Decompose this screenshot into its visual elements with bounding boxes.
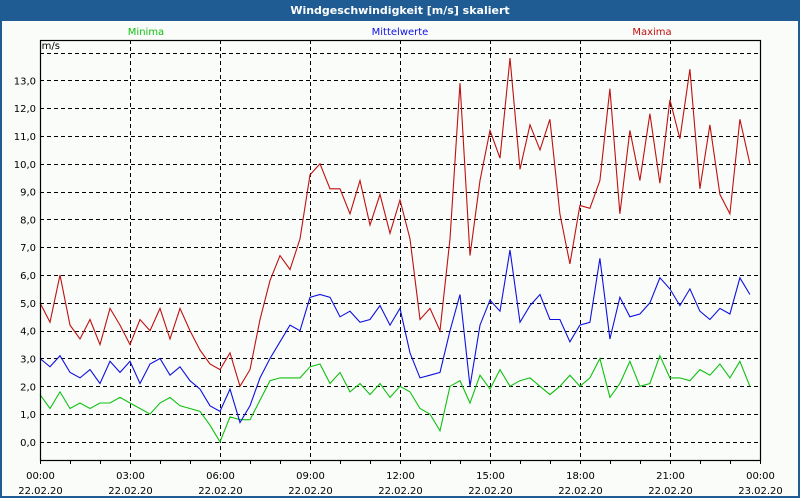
- y-tick-label: 4,0: [20, 327, 36, 338]
- x-tick-time: 00:00: [26, 471, 55, 482]
- x-tick-date: 23.02.20: [738, 486, 783, 497]
- legend: Minima Mittelwerte Maxima: [128, 27, 672, 38]
- x-tick-date: 22.02.20: [558, 486, 603, 497]
- series-lines: [39, 58, 751, 444]
- x-tick-time: 21:00: [656, 471, 685, 482]
- x-tick-time: 18:00: [566, 471, 595, 482]
- y-tick-label: 8,0: [20, 215, 36, 226]
- legend-minima: Minima: [128, 27, 164, 38]
- series-line-minima: [39, 354, 751, 444]
- y-tick-label: 13,0: [14, 76, 36, 87]
- x-tick-date: 22.02.20: [18, 486, 63, 497]
- y-tick-label: 1,0: [20, 410, 36, 421]
- x-tick-date: 22.02.20: [468, 486, 513, 497]
- y-tick-label: 7,0: [20, 243, 36, 254]
- x-tick-time: 00:00: [746, 471, 775, 482]
- y-tick-label: 3,0: [20, 354, 36, 365]
- grid: [40, 40, 760, 460]
- y-tick-label: 6,0: [20, 271, 36, 282]
- x-tick-time: 15:00: [476, 471, 505, 482]
- legend-maxima: Maxima: [632, 27, 671, 38]
- y-tick-label: 5,0: [20, 299, 36, 310]
- y-tick-label: 12,0: [14, 104, 36, 115]
- x-tick-date: 22.02.20: [198, 486, 243, 497]
- window-title: Windgeschwindigkeit [m/s] skaliert: [0, 0, 800, 21]
- y-tick-label: 10,0: [14, 160, 36, 171]
- x-tick-date: 22.02.20: [378, 486, 423, 497]
- x-tick-date: 22.02.20: [288, 486, 333, 497]
- y-tick-label: 0,0: [20, 438, 36, 449]
- x-tick-time: 06:00: [206, 471, 235, 482]
- x-tick-date: 22.02.20: [648, 486, 693, 497]
- axes: 0,0 1,0 2,0 3,0 4,0 5,0 6,0 7,0 8,0 9,0 10,0 11,0 12…: [14, 76, 783, 497]
- y-axis-label: m/s: [42, 41, 60, 52]
- series-line-mittelwerte: [39, 249, 751, 424]
- y-tick-label: 2,0: [20, 382, 36, 393]
- legend-mittelwerte: Mittelwerte: [372, 27, 429, 38]
- x-tick-time: 12:00: [386, 471, 415, 482]
- x-tick-time: 09:00: [296, 471, 325, 482]
- y-tick-label: 9,0: [20, 188, 36, 199]
- x-tick-date: 22.02.20: [108, 486, 153, 497]
- y-tick-label: 11,0: [14, 132, 36, 143]
- series-line-maxima: [39, 58, 751, 388]
- x-tick-time: 03:00: [116, 471, 145, 482]
